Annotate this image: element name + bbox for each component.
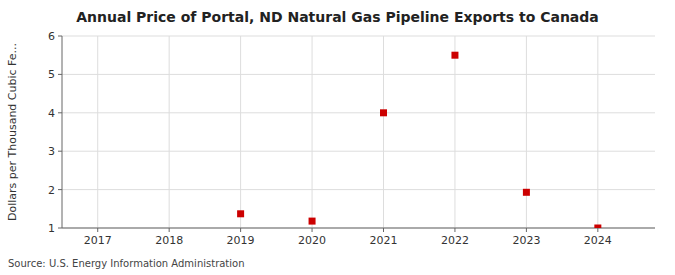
grid-line-x (526, 36, 527, 228)
x-tick-label: 2020 (298, 234, 326, 247)
x-tick-label: 2018 (155, 234, 183, 247)
y-tick (58, 112, 62, 113)
grid-line-x (454, 36, 455, 228)
y-tick-label: 3 (48, 145, 55, 158)
grid-line-y (62, 189, 655, 190)
y-tick-label: 6 (48, 30, 55, 43)
x-tick (383, 228, 384, 232)
y-tick (58, 228, 62, 229)
grid-line-y (62, 112, 655, 113)
chart: Annual Price of Portal, ND Natural Gas P… (0, 0, 675, 275)
grid-line-y (62, 151, 655, 152)
grid-line-x (597, 36, 598, 228)
y-tick-label: 5 (48, 68, 55, 81)
y-tick (58, 151, 62, 152)
grid-line-x (169, 36, 170, 228)
point (237, 210, 244, 217)
x-tick-label: 2019 (227, 234, 255, 247)
annotation: Source: U.S. Energy Information Administ… (8, 258, 245, 269)
x-tick-label: 2023 (512, 234, 540, 247)
x-tick (240, 228, 241, 232)
y-tick-label: 1 (48, 222, 55, 235)
grid (62, 36, 655, 228)
grid-line-y (62, 74, 655, 75)
x-axis-line (62, 228, 655, 229)
y-tick-label: 4 (48, 107, 55, 120)
x-tick (597, 228, 598, 232)
x-tick-label: 2022 (441, 234, 469, 247)
point (380, 109, 387, 116)
point (309, 218, 316, 225)
y-axis-line (62, 36, 63, 228)
x-tick-label: 2024 (584, 234, 612, 247)
y-tick (58, 74, 62, 75)
x-tick-label: 2021 (370, 234, 398, 247)
y-tick-label: 2 (48, 184, 55, 197)
y-axis-label: Dollars per Thousand Cubic Fe... (6, 43, 19, 221)
grid-line-x (97, 36, 98, 228)
grid-line-y (62, 36, 655, 37)
grid-line-x (240, 36, 241, 228)
grid-line-x (383, 36, 384, 228)
point (451, 52, 458, 59)
points (237, 52, 601, 228)
x-tick (97, 228, 98, 232)
x-tick-label: 2017 (84, 234, 112, 247)
grid-line-x (312, 36, 313, 228)
x-tick (312, 228, 313, 232)
x-tick (169, 228, 170, 232)
y-tick (58, 189, 62, 190)
x-tick (526, 228, 527, 232)
point (523, 189, 530, 196)
title: Annual Price of Portal, ND Natural Gas P… (76, 9, 599, 25)
x-tick (454, 228, 455, 232)
point (594, 225, 601, 229)
y-tick (58, 36, 62, 37)
grid-line-y (62, 228, 655, 229)
